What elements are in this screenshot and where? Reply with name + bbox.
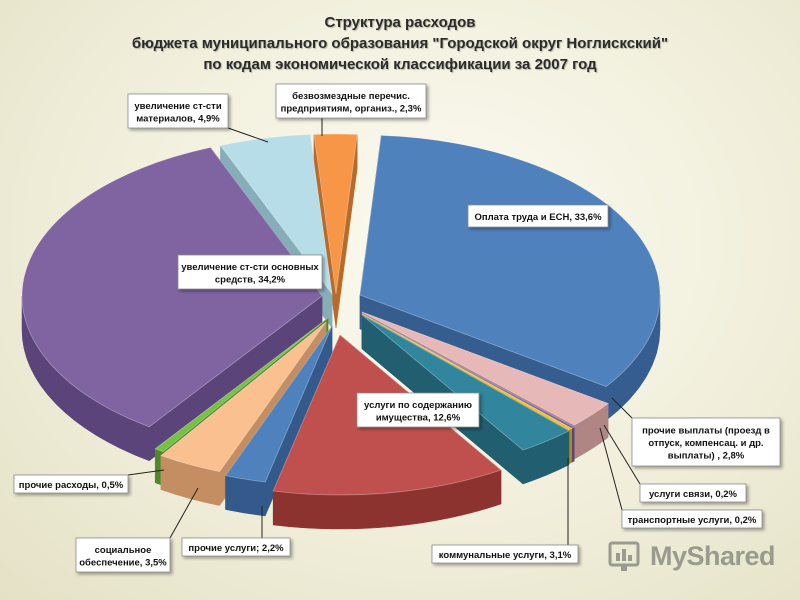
label-box-materialy <box>127 93 229 129</box>
chart-title-line-3: по кодам экономической классификации за … <box>203 56 597 73</box>
label-text-soc-0: социальное <box>95 545 152 556</box>
chart-title: Структура расходов бюджета муниципальног… <box>0 12 800 75</box>
watermark: MyShared <box>608 536 776 576</box>
label-svyaz: услуги связи, 0,2% <box>639 483 747 503</box>
label-box-transport <box>621 509 763 529</box>
label-box-oplata <box>467 204 609 228</box>
leader-line-materialy <box>227 127 269 143</box>
label-text-bezvozmezdnye-1: предприятиям, организ., 2,3% <box>281 103 422 114</box>
leader-line-soc <box>169 487 199 539</box>
label-text-prochie_rashody-0: прочие расходы, 0,5% <box>19 480 124 491</box>
label-box-svyaz <box>639 483 747 503</box>
label-box-soc <box>75 537 171 573</box>
pie-slice-prochie_rashody <box>154 317 329 453</box>
label-bezvozmezdnye: безвозмездные перечис.предприятиям, орга… <box>275 83 427 119</box>
leader-line-transport <box>599 427 623 511</box>
label-text-prochie_vyplaty-2: выплаты) , 2,8% <box>668 451 745 462</box>
label-text-osnovnye-0: увеличение ст-сти основных <box>181 262 319 273</box>
pie-slice-prochie_uslugi <box>224 325 333 483</box>
label-oplata: Оплата труда и ЕСН, 33,6% <box>467 204 609 228</box>
chart-title-line-1: Структура расходов <box>324 14 476 31</box>
myshared-logo-icon <box>608 539 642 573</box>
label-text-prochie_uslugi-0: прочие услуги; 2,2% <box>188 543 284 554</box>
label-prochie_uslugi: прочие услуги; 2,2% <box>181 537 291 557</box>
pie-slice-osnovnye <box>21 147 323 428</box>
pie-slice-prochie_vyplaty <box>361 311 609 426</box>
pie-slice-transport <box>361 313 573 431</box>
pie-labels: Оплата труда и ЕСН, 33,6% прочие выплаты … <box>13 83 781 573</box>
pie-slice-svyaz <box>361 313 576 429</box>
label-transport: транспортные услуги, 0,2% <box>621 509 763 529</box>
pie-slice-oplata <box>359 134 661 387</box>
label-text-prochie_vyplaty-1: отпуск, компенсац. и др. <box>648 438 763 449</box>
pie-slice-kommunal <box>361 314 570 451</box>
label-box-prochie_rashody <box>13 474 129 494</box>
label-box-osnovnye <box>177 254 323 290</box>
label-text-materialy-1: материалов, 4,9% <box>136 113 220 124</box>
label-box-prochie_uslugi <box>181 537 291 557</box>
leader-line-prochie_rashody <box>127 469 165 476</box>
label-box-prochie_vyplaty <box>631 417 781 467</box>
label-text-soc-1: обеспечение, 3,5% <box>79 557 167 568</box>
label-text-svyaz-0: услуги связи, 0,2% <box>649 489 738 500</box>
pie-slice-materialy <box>219 134 333 296</box>
label-text-osnovnye-1: средств, 34,2% <box>215 274 286 285</box>
leader-line-svyaz <box>603 424 641 485</box>
label-kommunal: коммунальные услуги, 3,1% <box>431 544 579 564</box>
chart-title-line-2: бюджета муниципального образования "Горо… <box>131 35 669 52</box>
label-text-materialy-0: увеличение ст-сти <box>134 101 221 112</box>
pie-slice-soc <box>160 321 327 473</box>
label-text-transport-0: транспортные услуги, 0,2% <box>628 515 757 526</box>
label-box-soderzhanie <box>356 392 480 428</box>
pie-slice-bezvozmezdnye <box>313 133 358 295</box>
label-text-oplata-0: Оплата труда и ЕСН, 33,6% <box>474 212 602 223</box>
label-text-kommunal-0: коммунальные услуги, 3,1% <box>439 550 572 561</box>
label-text-soderzhanie-1: имущества, 12,6% <box>376 412 461 423</box>
label-text-bezvozmezdnye-0: безвозмездные перечис. <box>292 91 410 102</box>
label-prochie_rashody: прочие расходы, 0,5% <box>13 474 129 494</box>
leader-line-prochie_vyplaty <box>611 397 633 419</box>
label-box-bezvozmezdnye <box>275 83 427 119</box>
label-box-kommunal <box>431 544 579 564</box>
watermark-text: MyShared <box>650 540 776 571</box>
label-text-soderzhanie-0: услуги по содержанию <box>364 400 472 411</box>
label-text-prochie_vyplaty-0: прочие выплаты (проезд в <box>642 426 770 437</box>
